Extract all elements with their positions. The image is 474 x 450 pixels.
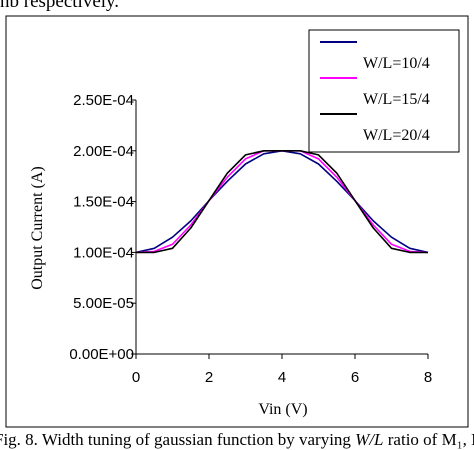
legend-label-2: W/L=15/4	[363, 91, 430, 108]
y-tick-label: 1.00E-04	[73, 244, 134, 261]
x-tick-label: 6	[351, 369, 359, 386]
line-chart: 0.00E+00 5.00E-05 1.00E-04 1.50E-04 2.00E-04…	[5, 15, 469, 428]
caption-prefix: Fig. 8. Width tuning of gaussian functio…	[0, 430, 356, 449]
series-line-3	[136, 150, 428, 254]
chart-border	[5, 15, 469, 428]
legend-label-3: W/L=20/4	[363, 127, 430, 144]
preceding-text: nb respectively.	[0, 0, 120, 12]
legend-box	[308, 29, 460, 153]
x-tick-label: 2	[205, 369, 213, 386]
x-axis-label: Vin (V)	[258, 401, 307, 418]
y-tick-label: 5.00E-05	[73, 295, 134, 312]
series-line-2	[135, 150, 429, 254]
x-tick-label: 0	[132, 369, 140, 386]
y-tick-label: 0.00E+00	[69, 346, 134, 363]
y-tick-label: 2.00E-04	[73, 143, 134, 160]
y-tick-label: 1.50E-04	[73, 194, 134, 211]
figure-caption: Fig. 8. Width tuning of gaussian functio…	[0, 430, 474, 450]
legend: W/L=10/4 W/L=15/4 W/L=20/4	[308, 29, 460, 153]
axes: 0.00E+00 5.00E-05 1.00E-04 1.50E-04 2.00E-04…	[69, 92, 432, 386]
caption-italic: W/L	[355, 430, 384, 449]
legend-label-1: W/L=10/4	[363, 55, 430, 72]
y-axis-label: Output Current (A)	[29, 166, 46, 290]
caption-suffix: ratio of M₁, M₇	[387, 430, 474, 449]
x-tick-label: 4	[278, 369, 286, 386]
series-group	[135, 150, 429, 254]
x-tick-label: 8	[424, 369, 432, 386]
y-tick-label: 2.50E-04	[73, 92, 134, 109]
